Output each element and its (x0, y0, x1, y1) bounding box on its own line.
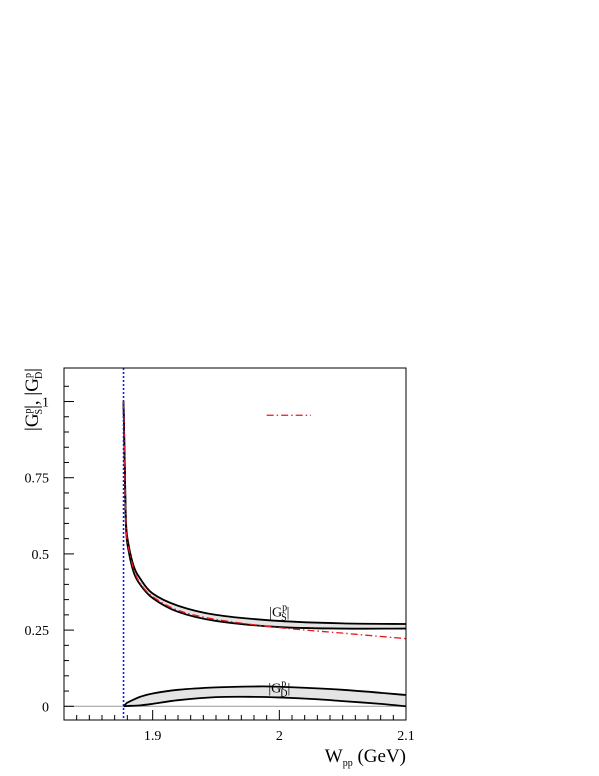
x-axis-title-sub: pp (343, 758, 353, 769)
band-lower-edge-1 (122, 401, 406, 630)
series-label-main: |G (268, 682, 281, 697)
x-axis-title-main: W (325, 746, 343, 767)
x-axis-title-unit: (GeV) (353, 746, 406, 767)
y-tick-label: 0.25 (25, 624, 50, 639)
y-axis-title-sup-1: p (23, 408, 34, 413)
y-axis-title-part-3: | (22, 368, 43, 372)
series-label-sup: p (281, 679, 286, 690)
y-axis-title-sub-1: S (34, 409, 45, 415)
y-axis: 0 0.25 0.5 0.75 1 (25, 385, 74, 715)
series-label-end: | (287, 605, 290, 620)
series-label-sub: D (280, 689, 287, 700)
x-tick-label: 2 (276, 729, 283, 744)
y-tick-label: 1 (42, 396, 49, 411)
y-axis-title-sub-2: D (34, 372, 45, 379)
band-fill-1 (123, 401, 406, 629)
series-label-2: |Gp D| (268, 679, 290, 700)
x-tick-label: 2.1 (397, 729, 415, 744)
y-axis-title: |GpS|, |GpD| (22, 368, 45, 431)
plot-area (64, 368, 406, 720)
x-axis-title: Wpp (GeV) (325, 746, 406, 769)
x-axis: 1.9 2 2.1 (63, 710, 415, 744)
band-upper-edge-2 (122, 685, 406, 707)
plot-frame (63, 367, 407, 721)
band-upper-edge-1 (122, 401, 406, 625)
y-axis-title-sup-2: p (23, 373, 34, 378)
y-tick-label: 0.5 (32, 548, 50, 563)
series-label-end: | (288, 682, 291, 697)
y-tick-label: 0 (42, 700, 49, 715)
series-label-main: |G (269, 605, 282, 620)
y-axis-title-part-1: |G (22, 413, 43, 431)
series-label-sub: S (281, 612, 287, 623)
band-lower-edge-2 (123, 695, 406, 708)
y-axis-title-part-2: |, |G (22, 378, 43, 409)
x-tick-label: 1.9 (144, 729, 162, 744)
series-label-sup: p (282, 602, 287, 613)
series-label-1: |Gp S| (269, 602, 289, 623)
dash-dot-series-line (122, 401, 406, 640)
y-tick-label: 0.75 (25, 472, 50, 487)
